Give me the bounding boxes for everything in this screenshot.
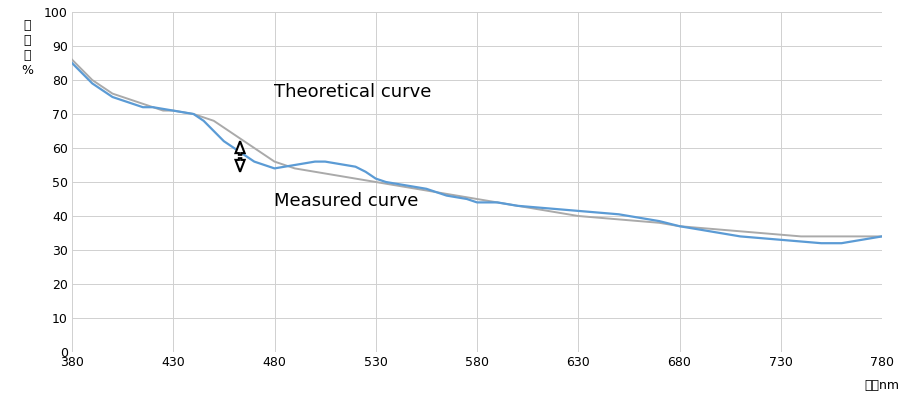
Text: Measured curve: Measured curve [274,192,418,210]
X-axis label: 波长nm: 波长nm [865,379,899,392]
Text: Theoretical curve: Theoretical curve [274,83,432,101]
FancyArrow shape [236,141,245,155]
FancyArrow shape [236,158,245,172]
Text: 透
过
率
%: 透 过 率 % [22,19,33,77]
